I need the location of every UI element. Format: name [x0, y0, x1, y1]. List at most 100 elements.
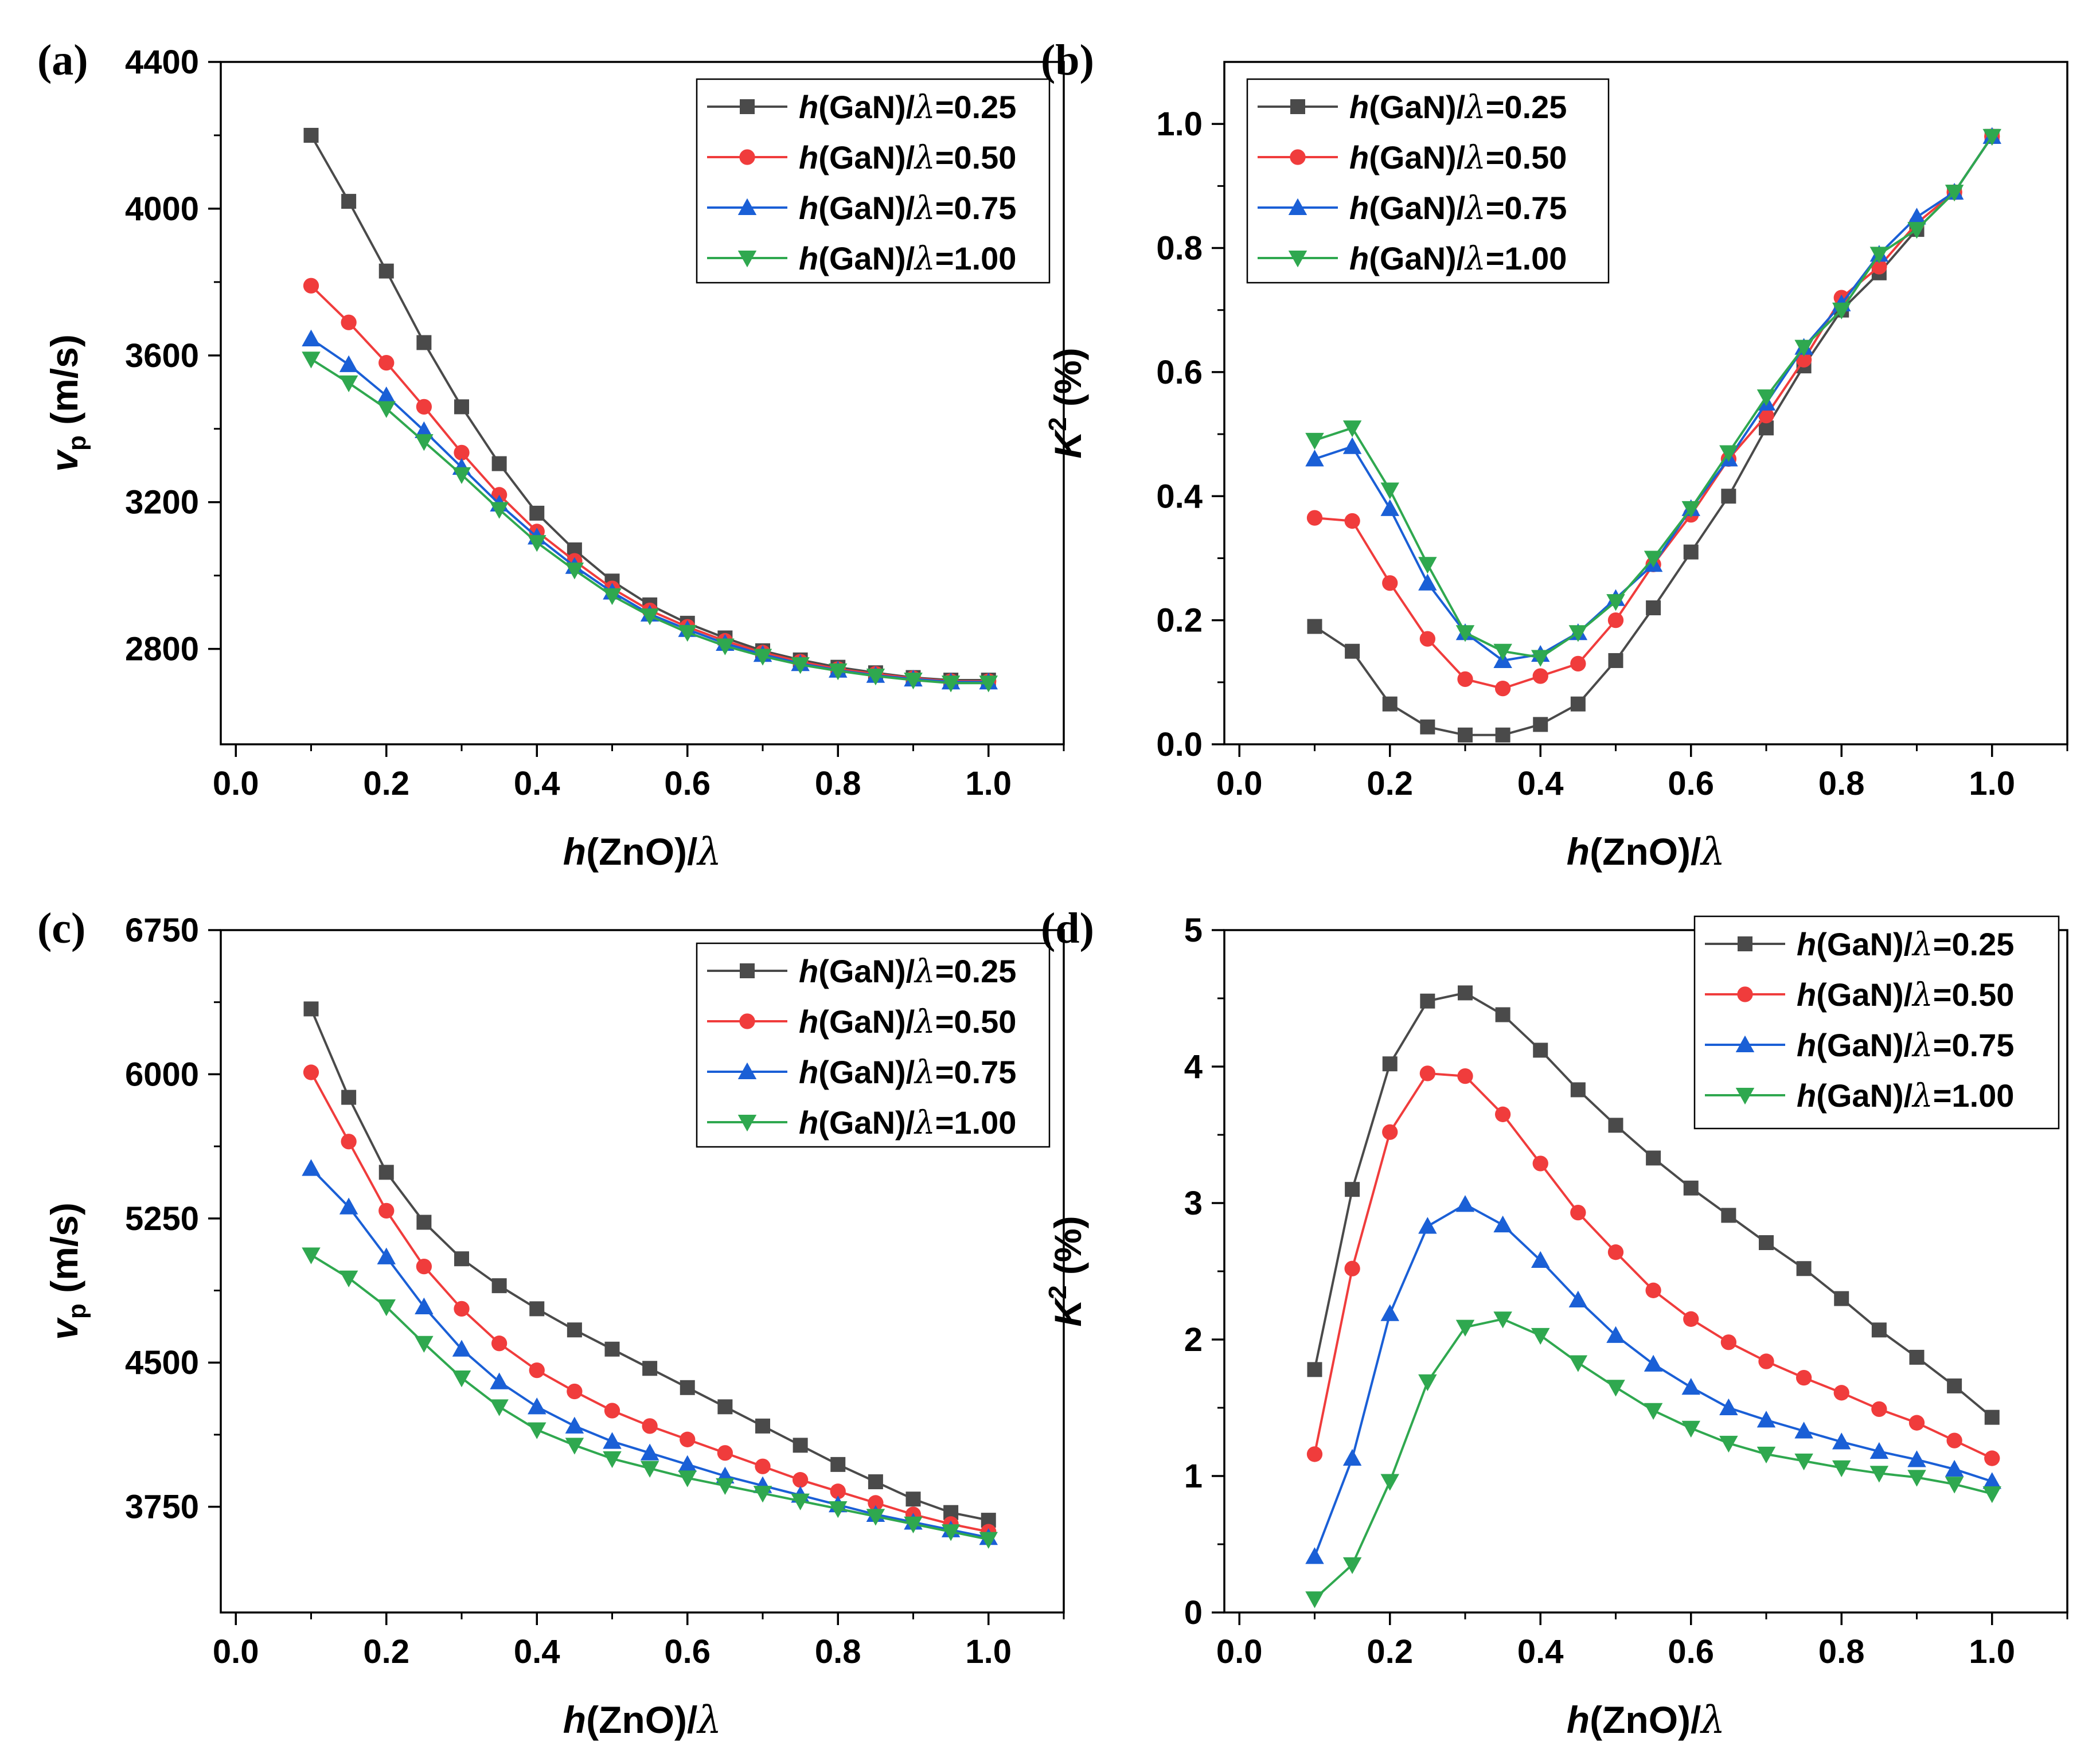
data-point	[1606, 594, 1625, 611]
legend-label: h(GaN)/λ=0.50	[799, 139, 1016, 177]
y-tick-label: 3600	[125, 337, 199, 374]
data-point	[1756, 1446, 1776, 1464]
data-point	[755, 1418, 770, 1434]
data-point	[416, 1215, 432, 1230]
legend: h(GaN)/λ=0.25h(GaN)/λ=0.50h(GaN)/λ=0.75h…	[696, 78, 1051, 284]
legend: h(GaN)/λ=0.25h(GaN)/λ=0.50h(GaN)/λ=0.75h…	[696, 942, 1051, 1148]
data-point	[1306, 1446, 1323, 1462]
series-line	[1313, 1072, 1993, 1459]
legend-box	[1693, 915, 2060, 1130]
data-point	[1945, 1459, 1964, 1477]
data-point	[1533, 717, 1548, 732]
x-tick-label: 0.0	[213, 765, 259, 802]
data-point	[680, 1380, 695, 1395]
data-point	[1909, 1349, 1925, 1365]
data-point	[868, 1474, 883, 1490]
data-point	[452, 1340, 471, 1357]
x-axis-title: h(ZnO)/λ	[1567, 830, 1725, 874]
y-axis-title: vp (m/s)	[43, 1202, 91, 1340]
legend-label-italic: h	[1797, 1027, 1816, 1063]
data-point	[829, 1501, 848, 1518]
data-point	[454, 1251, 469, 1267]
data-point	[905, 1491, 921, 1507]
y-tick-label: 1	[1184, 1458, 1203, 1495]
x-axis-title: h(ZnO)/λ	[563, 830, 721, 874]
y-axis-title: vp (m/s)	[43, 334, 91, 472]
data-point	[1869, 247, 1889, 264]
legend-label-value: =0.50	[1486, 139, 1567, 175]
legend-label-italic: h	[799, 139, 818, 175]
data-point	[1342, 1448, 1362, 1466]
plot-frame	[220, 929, 1065, 1614]
legend-label-italic: h	[1797, 1077, 1816, 1114]
x-axis-title-lambda: λ	[696, 830, 721, 874]
data-point	[454, 399, 469, 415]
data-point	[1982, 1486, 2001, 1504]
legend-label-text: (GaN)/	[818, 139, 915, 175]
series-4	[302, 1247, 998, 1549]
data-point	[1646, 600, 1661, 615]
legend-label-text: (GaN)/	[818, 240, 915, 276]
data-point	[1495, 727, 1510, 743]
data-point	[1832, 302, 1851, 319]
data-point	[452, 1370, 471, 1388]
y-axis-title-subscript: p	[63, 1303, 91, 1319]
series-3	[302, 1159, 998, 1545]
data-point	[1305, 1591, 1324, 1608]
y-axis-title-unit: (m/s)	[43, 334, 85, 435]
data-point	[753, 649, 772, 666]
data-point	[1795, 352, 1812, 368]
legend-label-text: (GaN)/	[818, 1104, 915, 1141]
legend-label-value: =0.25	[1486, 89, 1567, 125]
data-point	[490, 1372, 509, 1389]
data-point	[979, 1532, 998, 1549]
legend-label: h(GaN)/λ=0.50	[1349, 139, 1567, 177]
legend-label-lambda: λ	[1911, 926, 1933, 963]
legend-label: h(GaN)/λ=1.00	[1349, 240, 1567, 278]
panel-label: (b)	[1041, 36, 1094, 84]
data-point	[866, 669, 885, 686]
data-point	[1832, 1460, 1851, 1477]
x-tick-label: 0.6	[664, 1633, 711, 1670]
data-point	[1756, 1411, 1776, 1428]
data-point	[1794, 1422, 1813, 1439]
data-point	[753, 1486, 772, 1503]
data-point	[528, 1422, 547, 1439]
y-tick-label: 0.8	[1156, 230, 1203, 267]
y-tick-label: 0	[1184, 1594, 1203, 1631]
data-point	[1380, 1304, 1399, 1321]
legend-marker	[1735, 1035, 1755, 1052]
data-point	[490, 1399, 509, 1416]
legend-label-value: =1.00	[1933, 1077, 2015, 1114]
data-point	[491, 1336, 508, 1352]
data-point	[717, 1445, 733, 1461]
y-axis-title-unit: (%)	[1047, 347, 1089, 417]
y-axis-title-subscript: p	[63, 435, 91, 451]
data-point	[1418, 573, 1437, 591]
data-point	[1721, 1208, 1736, 1223]
data-point	[603, 1432, 622, 1449]
legend-label-text: (GaN)/	[1369, 139, 1465, 175]
data-point	[1418, 1217, 1437, 1234]
legend: h(GaN)/λ=0.25h(GaN)/λ=0.50h(GaN)/λ=0.75h…	[1246, 78, 1610, 284]
legend-label-lambda: λ	[914, 1104, 935, 1142]
data-point	[1493, 1311, 1512, 1329]
data-point	[1869, 1466, 1889, 1483]
data-point	[1796, 1261, 1812, 1276]
x-tick-label: 0.8	[1818, 765, 1865, 802]
legend-label-value: =0.75	[1933, 1027, 2015, 1063]
legend-label-value: =1.00	[935, 1104, 1017, 1141]
legend-label-lambda: λ	[914, 953, 935, 990]
data-point	[1418, 557, 1437, 574]
x-axis-title-text: (ZnO)/	[1590, 1698, 1701, 1741]
y-tick-label: 4	[1184, 1048, 1203, 1086]
y-tick-label: 6750	[125, 912, 199, 949]
data-point	[1794, 339, 1813, 357]
data-point	[1305, 450, 1324, 467]
data-point	[341, 1134, 357, 1150]
y-tick-label: 1.0	[1156, 106, 1203, 143]
legend-box	[696, 942, 1051, 1148]
x-axis-title-lambda: λ	[696, 1698, 721, 1742]
legend: h(GaN)/λ=0.25h(GaN)/λ=0.50h(GaN)/λ=0.75h…	[1693, 915, 2060, 1130]
